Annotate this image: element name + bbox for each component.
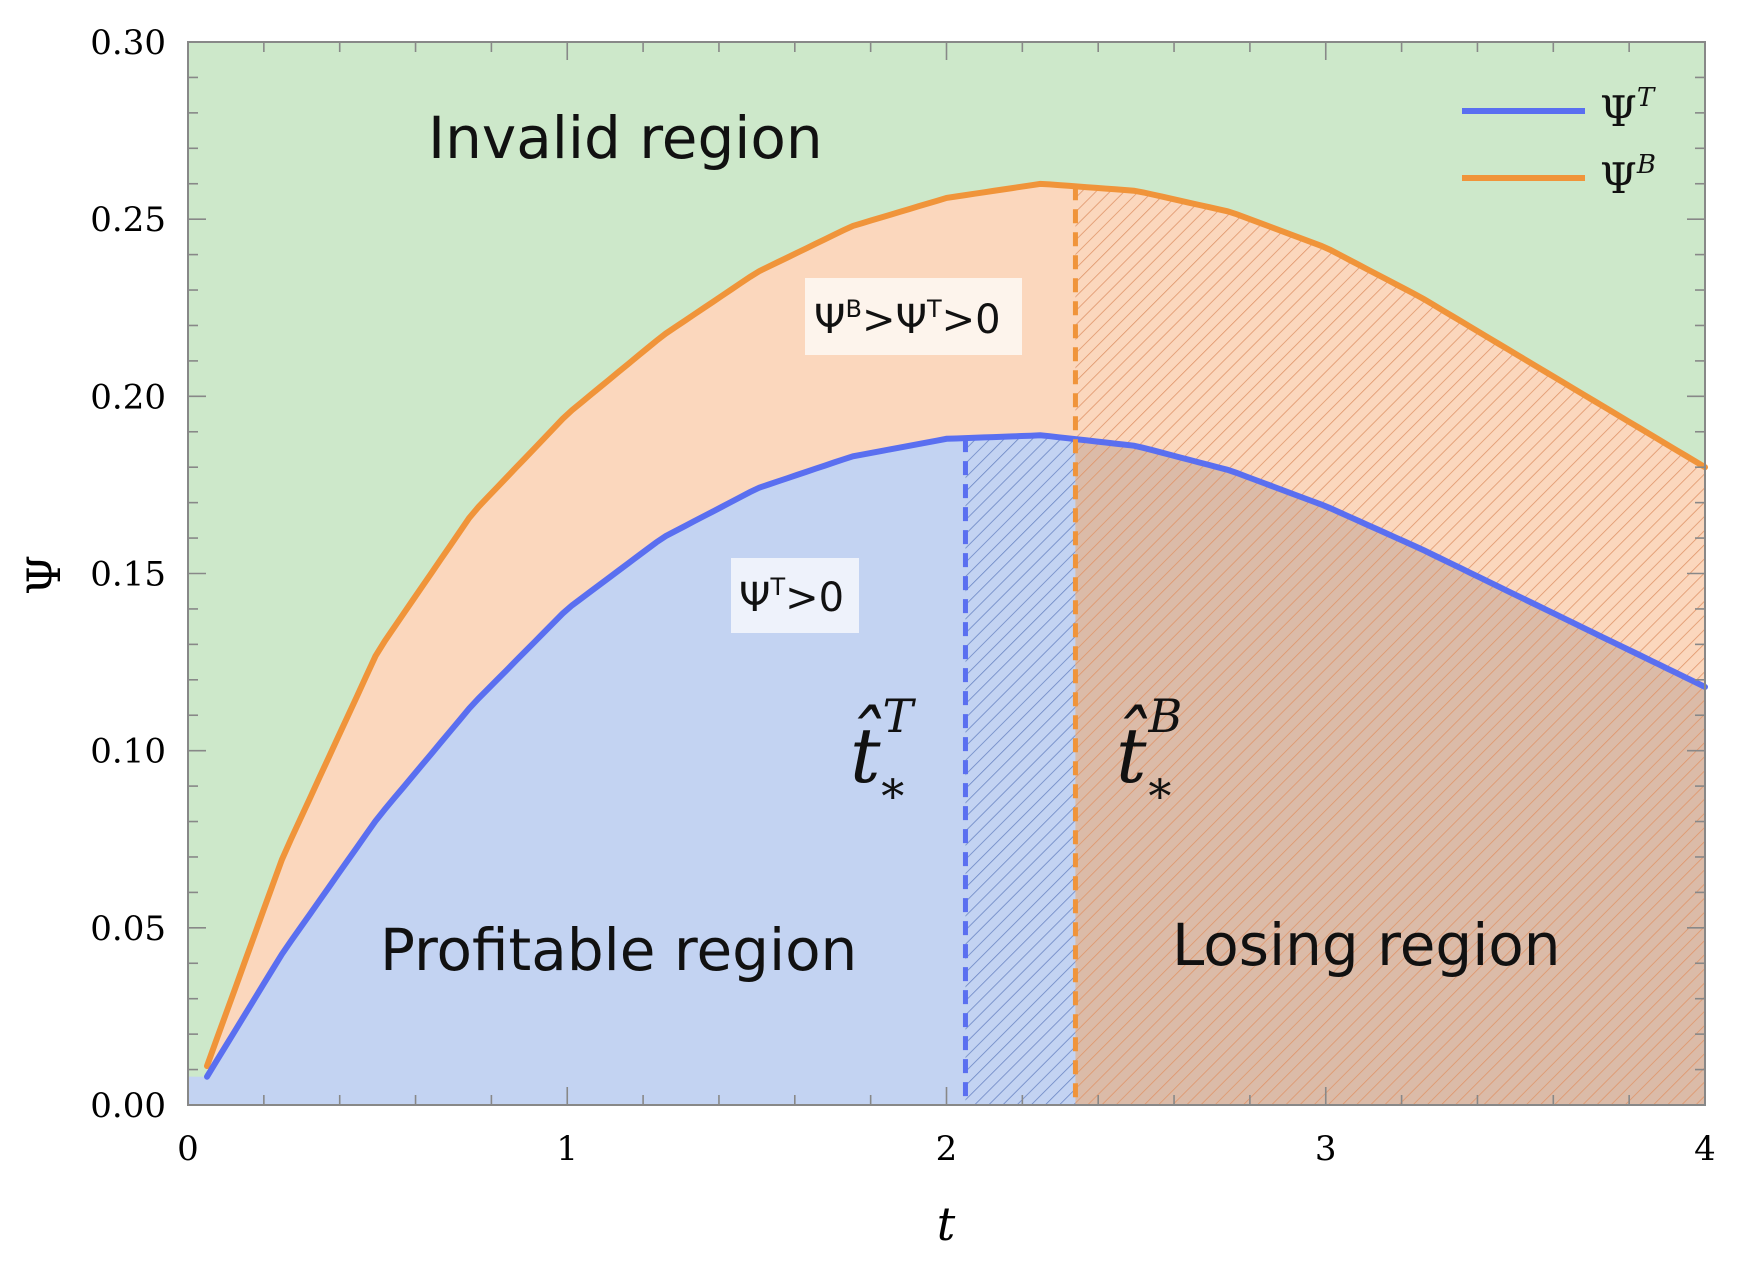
cond-bt-label: ΨB>ΨT>0 — [814, 295, 1001, 343]
between-curves-hatch — [1075, 186, 1705, 687]
y-tick-label: 0.15 — [90, 555, 166, 595]
x-tick-label: 2 — [936, 1129, 958, 1169]
legend-b-name: Ψ — [1600, 154, 1637, 203]
cond-t-sup1: T — [769, 573, 785, 601]
legend-t-name: Ψ — [1600, 87, 1637, 136]
t-star-t-label: t̂T * — [850, 689, 917, 823]
y-tick-label: 0.25 — [90, 200, 166, 240]
tick-labels: 0 1 2 3 4 0.00 0.05 0.10 0.15 0.20 0.25 0.30 — [90, 23, 1716, 1169]
y-tick-label: 0.20 — [90, 377, 166, 417]
cond-bt-sup2: T — [926, 295, 942, 323]
cond-bt-sup1: B — [845, 295, 861, 323]
t-star-t-sub: * — [881, 769, 904, 823]
y-tick-label: 0.05 — [90, 909, 166, 949]
cond-t-psi1: Ψ — [739, 575, 770, 621]
t-star-b-sup: B — [1148, 689, 1183, 743]
t-star-b-label: t̂B * — [1116, 689, 1182, 823]
cond-bt-box — [805, 278, 1022, 355]
y-tick-label: 0.00 — [90, 1086, 166, 1126]
t-star-b-sub: * — [1148, 769, 1171, 823]
losing-region-label: Losing region — [1172, 911, 1561, 979]
x-tick-label: 0 — [177, 1129, 199, 1169]
series-line-psi-b — [204, 180, 1708, 1069]
cond-t-label: ΨT>0 — [739, 573, 844, 621]
y-tick-label: 0.10 — [90, 732, 166, 772]
x-tick-label: 1 — [556, 1129, 578, 1169]
t-star-b-base: t̂ — [1116, 705, 1148, 800]
legend-label-psi-b: ΨB — [1600, 150, 1656, 203]
legend-b-sup: B — [1636, 150, 1656, 180]
series-line-psi-t — [204, 432, 1708, 1080]
axis-ticks — [187, 41, 1706, 1106]
x-axis-label: t — [937, 1197, 956, 1251]
profitable-region-label: Profitable region — [380, 916, 857, 984]
y-tick-label: 0.30 — [90, 23, 166, 63]
legend-t-sup: T — [1637, 83, 1656, 113]
invalid-region-label: Invalid region — [428, 104, 823, 172]
x-tick-label: 3 — [1315, 1129, 1337, 1169]
t-star-t-sup: T — [883, 689, 917, 743]
legend: ΨT ΨB — [1462, 83, 1656, 203]
legend-label-psi-t: ΨT — [1600, 83, 1656, 136]
t-star-t-base: t̂ — [850, 705, 882, 800]
cond-bt-op2: >0 — [942, 297, 1001, 343]
cond-bt-op1: >Ψ — [862, 297, 927, 343]
transition-region-hatch-lines — [965, 435, 1076, 1105]
y-axis-label: Ψ — [17, 555, 71, 595]
losing-region-hatch — [1075, 439, 1705, 1105]
cond-t-box — [731, 558, 859, 633]
cond-bt-psi1: Ψ — [814, 297, 845, 343]
x-tick-label: 4 — [1694, 1129, 1716, 1169]
cond-t-op1: >0 — [785, 575, 844, 621]
